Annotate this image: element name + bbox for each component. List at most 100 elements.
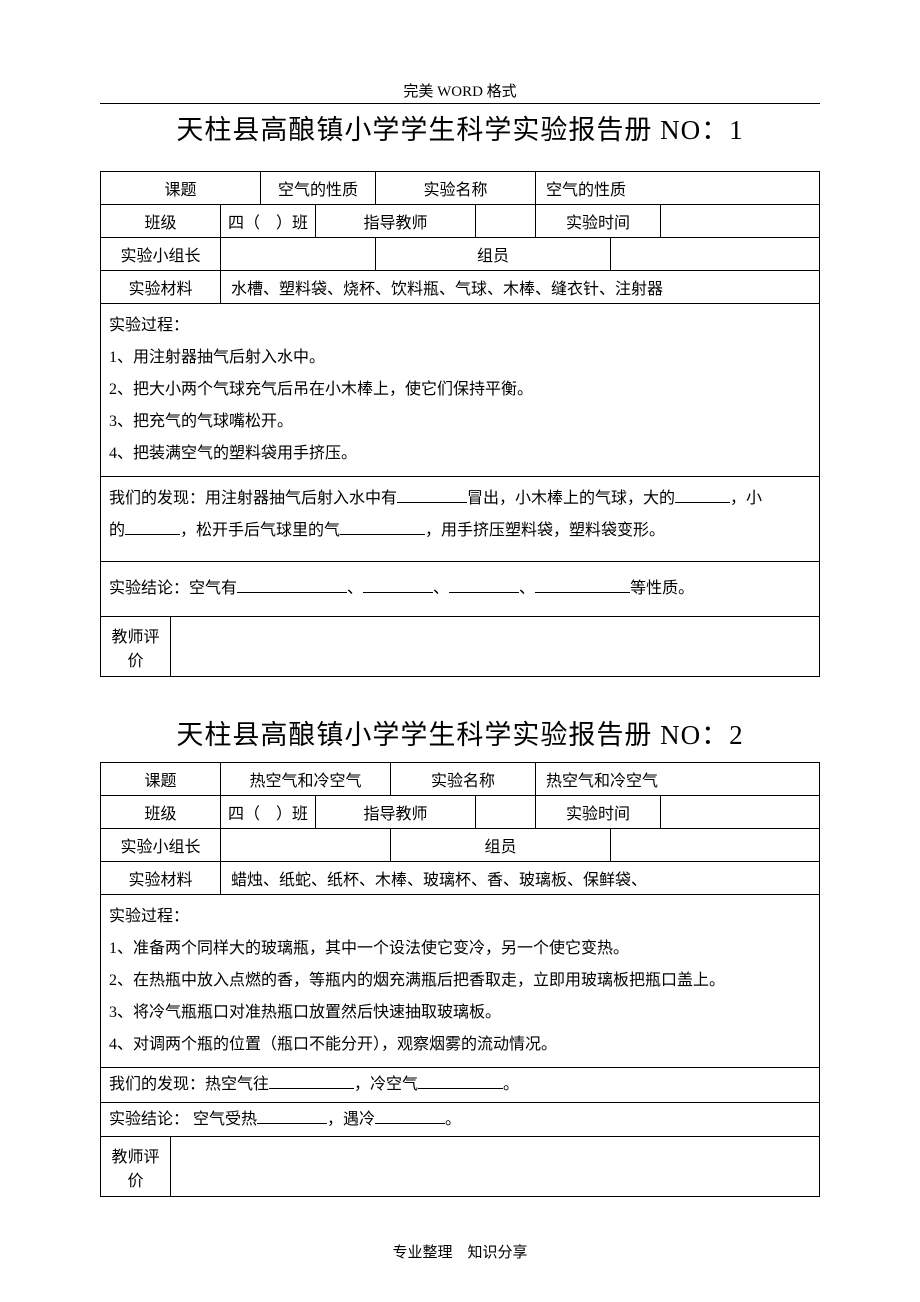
process2-step-1: 1、准备两个同样大的玻璃瓶，其中一个设法使它变冷，另一个使它变热。 xyxy=(109,933,811,965)
blank xyxy=(675,486,730,503)
value-evaluation-2 xyxy=(171,1137,820,1197)
process-step-1: 1、用注射器抽气后射入水中。 xyxy=(109,342,811,374)
value-topic: 空气的性质 xyxy=(261,172,376,205)
discovery-cell: 我们的发现：用注射器抽气后射入水中有 冒出，小木棒上的气球，大的 ，小 的 ，松开手后… xyxy=(101,477,820,562)
process2-step-4: 4、对调两个瓶的位置（瓶口不能分开），观察烟雾的流动情况。 xyxy=(109,1029,811,1061)
blank xyxy=(449,576,519,593)
conclusion-cell: 实验结论：空气有 、 、 、 等性质。 xyxy=(101,562,820,617)
row-conclusion-2: 实验结论： 空气受热 ，遇冷 。 xyxy=(101,1102,820,1137)
report2-table: 课题 热空气和冷空气 实验名称 热空气和冷空气 班级 四（ ）班 指导教师 实验… xyxy=(100,762,820,1197)
label-materials-2: 实验材料 xyxy=(101,862,221,895)
label-materials: 实验材料 xyxy=(101,271,221,304)
sep3: 、 xyxy=(519,580,535,597)
conclusion2-mid: ，遇冷 xyxy=(327,1111,375,1128)
value-leader xyxy=(221,238,376,271)
label-time: 实验时间 xyxy=(536,205,661,238)
value-teacher xyxy=(476,205,536,238)
page-footer: 专业整理 知识分享 xyxy=(0,1241,920,1262)
blank xyxy=(125,518,180,535)
row-class-2: 班级 四（ ）班 指导教师 实验时间 xyxy=(101,796,820,829)
conclusion-prefix: 实验结论：空气有 xyxy=(109,580,237,597)
discovery-text-3: ，小 xyxy=(730,490,762,507)
discovery2-prefix: 我们的发现：热空气往 xyxy=(109,1076,269,1093)
blank xyxy=(269,1072,354,1089)
process-step-4: 4、把装满空气的塑料袋用手挤压。 xyxy=(109,438,811,470)
label-expname: 实验名称 xyxy=(376,172,536,205)
value-topic-2: 热空气和冷空气 xyxy=(221,763,391,796)
value-members-2 xyxy=(611,829,820,862)
row-materials: 实验材料 水槽、塑料袋、烧杯、饮料瓶、气球、木棒、缝衣针、注射器 xyxy=(101,271,820,304)
page: 完美 WORD 格式 天柱县高酿镇小学学生科学实验报告册 NO：1 课题 空气的… xyxy=(0,0,920,1302)
value-leader-2 xyxy=(221,829,391,862)
blank xyxy=(375,1107,445,1124)
discovery-text-6: ，用手挤压塑料袋，塑料袋变形。 xyxy=(425,522,665,539)
value-class-2: 四（ ）班 xyxy=(221,796,316,829)
value-time-2 xyxy=(661,796,820,829)
discovery-cell-2: 我们的发现：热空气往 ，冷空气 。 xyxy=(101,1068,820,1103)
value-members xyxy=(611,238,820,271)
sep2: 、 xyxy=(433,580,449,597)
conclusion-suffix: 等性质。 xyxy=(630,580,694,597)
row-materials-2: 实验材料 蜡烛、纸蛇、纸杯、木棒、玻璃杯、香、玻璃板、保鲜袋、 xyxy=(101,862,820,895)
row-conclusion: 实验结论：空气有 、 、 、 等性质。 xyxy=(101,562,820,617)
row-discovery: 我们的发现：用注射器抽气后射入水中有 冒出，小木棒上的气球，大的 ，小 的 ，松开手后… xyxy=(101,477,820,562)
label-members: 组员 xyxy=(376,238,611,271)
discovery-text-2: 冒出，小木棒上的气球，大的 xyxy=(467,490,675,507)
label-leader: 实验小组长 xyxy=(101,238,221,271)
blank xyxy=(418,1072,503,1089)
process2-step-2: 2、在热瓶中放入点燃的香，等瓶内的烟充满瓶后把香取走，立即用玻璃板把瓶口盖上。 xyxy=(109,965,811,997)
value-evaluation xyxy=(171,617,820,677)
discovery-text-5: ，松开手后气球里的气 xyxy=(180,522,340,539)
process-cell: 实验过程： 1、用注射器抽气后射入水中。 2、把大小两个气球充气后吊在小木棒上，… xyxy=(101,304,820,477)
value-materials-2: 蜡烛、纸蛇、纸杯、木棒、玻璃杯、香、玻璃板、保鲜袋、 xyxy=(221,862,820,895)
value-materials: 水槽、塑料袋、烧杯、饮料瓶、气球、木棒、缝衣针、注射器 xyxy=(221,271,820,304)
blank xyxy=(397,486,467,503)
value-time xyxy=(661,205,820,238)
discovery2-suffix: 。 xyxy=(503,1076,519,1093)
row-process-2: 实验过程： 1、准备两个同样大的玻璃瓶，其中一个设法使它变冷，另一个使它变热。 … xyxy=(101,895,820,1068)
label-evaluation: 教师评价 xyxy=(101,617,171,677)
label-teacher-2: 指导教师 xyxy=(316,796,476,829)
discovery-text-1: 我们的发现：用注射器抽气后射入水中有 xyxy=(109,490,397,507)
process-step-3: 3、把充气的气球嘴松开。 xyxy=(109,406,811,438)
blank xyxy=(363,576,433,593)
row-discovery-2: 我们的发现：热空气往 ，冷空气 。 xyxy=(101,1068,820,1103)
process2-step-3: 3、将冷气瓶瓶口对准热瓶口放置然后快速抽取玻璃板。 xyxy=(109,997,811,1029)
blank xyxy=(340,518,425,535)
row-topic-2: 课题 热空气和冷空气 实验名称 热空气和冷空气 xyxy=(101,763,820,796)
report2-title: 天柱县高酿镇小学学生科学实验报告册 NO：2 xyxy=(100,713,820,752)
value-expname-2: 热空气和冷空气 xyxy=(536,763,820,796)
row-evaluation-2: 教师评价 xyxy=(101,1137,820,1197)
page-header: 完美 WORD 格式 xyxy=(100,80,820,101)
label-topic-2: 课题 xyxy=(101,763,221,796)
blank xyxy=(535,576,630,593)
row-process: 实验过程： 1、用注射器抽气后射入水中。 2、把大小两个气球充气后吊在小木棒上，… xyxy=(101,304,820,477)
report1-title: 天柱县高酿镇小学学生科学实验报告册 NO：1 xyxy=(100,108,820,147)
label-class-2: 班级 xyxy=(101,796,221,829)
label-leader-2: 实验小组长 xyxy=(101,829,221,862)
label-expname-2: 实验名称 xyxy=(391,763,536,796)
label-evaluation-2: 教师评价 xyxy=(101,1137,171,1197)
process-title-2: 实验过程： xyxy=(109,901,811,933)
discovery2-mid: ，冷空气 xyxy=(354,1076,418,1093)
row-topic: 课题 空气的性质 实验名称 空气的性质 xyxy=(101,172,820,205)
process-cell-2: 实验过程： 1、准备两个同样大的玻璃瓶，其中一个设法使它变冷，另一个使它变热。 … xyxy=(101,895,820,1068)
discovery-text-4: 的 xyxy=(109,522,125,539)
row-leader-2: 实验小组长 组员 xyxy=(101,829,820,862)
blank xyxy=(257,1107,327,1124)
label-teacher: 指导教师 xyxy=(316,205,476,238)
row-evaluation: 教师评价 xyxy=(101,617,820,677)
conclusion2-suffix: 。 xyxy=(445,1111,461,1128)
report1-table: 课题 空气的性质 实验名称 空气的性质 班级 四（ ）班 指导教师 实验时间 实… xyxy=(100,171,820,677)
label-members-2: 组员 xyxy=(391,829,611,862)
row-leader: 实验小组长 组员 xyxy=(101,238,820,271)
header-rule xyxy=(100,103,820,104)
value-teacher-2 xyxy=(476,796,536,829)
process-step-2: 2、把大小两个气球充气后吊在小木棒上，使它们保持平衡。 xyxy=(109,374,811,406)
sep1: 、 xyxy=(347,580,363,597)
conclusion2-prefix: 实验结论： 空气受热 xyxy=(109,1111,257,1128)
process-title: 实验过程： xyxy=(109,310,811,342)
row-class: 班级 四（ ）班 指导教师 实验时间 xyxy=(101,205,820,238)
label-class: 班级 xyxy=(101,205,221,238)
blank xyxy=(237,576,347,593)
